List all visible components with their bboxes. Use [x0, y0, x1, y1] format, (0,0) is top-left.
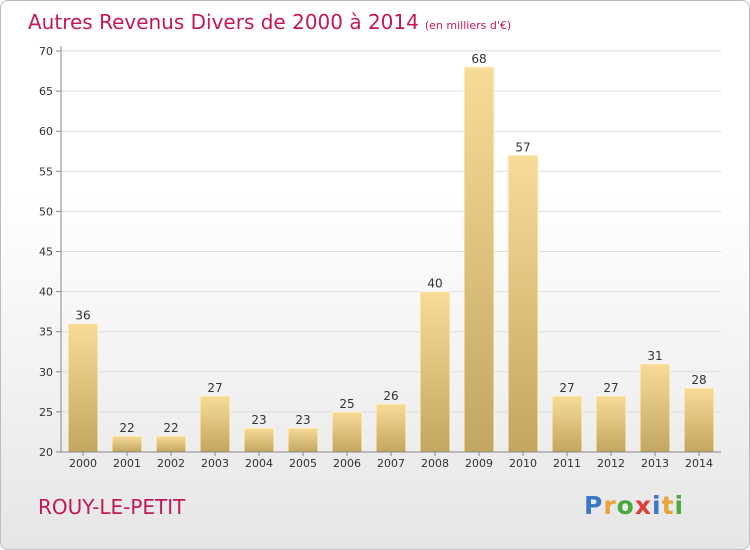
data-label: 23 [295, 413, 310, 427]
data-label: 31 [647, 349, 662, 363]
bar-2003 [199, 395, 231, 453]
y-tick-label: 30 [39, 366, 53, 379]
bar-2004 [243, 427, 275, 453]
x-tick-label: 2008 [421, 457, 449, 470]
data-label: 68 [471, 52, 486, 66]
data-label: 27 [603, 381, 618, 395]
bar-2014 [683, 387, 715, 453]
x-tick-label: 2005 [289, 457, 317, 470]
logo-letter: i [674, 491, 685, 520]
x-tick-label: 2010 [509, 457, 537, 470]
data-label: 25 [339, 397, 354, 411]
y-tick-label: 45 [39, 246, 53, 259]
data-label: 40 [427, 277, 442, 291]
y-tick-label: 70 [39, 45, 53, 58]
bar-2010 [507, 154, 539, 453]
title-unit: (en milliers d'€) [424, 19, 512, 32]
x-tick-label: 2013 [641, 457, 669, 470]
bar-2009 [463, 66, 495, 453]
data-label: 22 [119, 421, 134, 435]
y-tick-label: 40 [39, 286, 53, 299]
data-label: 57 [515, 140, 530, 154]
data-label: 36 [75, 309, 90, 323]
data-label: 28 [691, 373, 706, 387]
data-label: 27 [559, 381, 574, 395]
x-tick-label: 2004 [245, 457, 273, 470]
x-tick-label: 2007 [377, 457, 405, 470]
title-text: Autres Revenus Divers de 2000 à 2014 [28, 10, 419, 34]
logo-letter: i [652, 491, 662, 520]
bar-2001 [111, 435, 143, 453]
x-tick-label: 2000 [69, 457, 97, 470]
x-tick-label: 2002 [157, 457, 185, 470]
x-tick-label: 2003 [201, 457, 229, 470]
logo-letter: x [634, 491, 652, 520]
bars: 36 22 22 27 23 23 25 26 40 68 57 27 27 31 28 [67, 52, 715, 453]
axes: 20 25 30 35 40 45 50 55 60 65 70 2000 2001 2002 2003 20… [39, 45, 721, 470]
x-tick-label: 2012 [597, 457, 625, 470]
y-tick-label: 55 [39, 165, 53, 178]
x-tick-label: 2011 [553, 457, 581, 470]
y-tick-label: 60 [39, 125, 53, 138]
chart-title: Autres Revenus Divers de 2000 à 2014 (en … [28, 10, 511, 34]
bar-2012 [595, 395, 627, 453]
data-label: 26 [383, 389, 398, 403]
y-tick-label: 50 [39, 205, 53, 218]
bar-2006 [331, 411, 363, 453]
proxiti-logo[interactable]: Proxiti [584, 491, 684, 520]
y-tick-label: 25 [39, 406, 53, 419]
logo-letter: P [584, 491, 604, 520]
bar-2013 [639, 363, 671, 453]
town-name: ROUY-LE-PETIT [38, 495, 186, 519]
bar-2002 [155, 435, 187, 453]
bar-2007 [375, 403, 407, 453]
x-tick-label: 2001 [113, 457, 141, 470]
logo-letter: r [603, 491, 617, 520]
x-tick-label: 2009 [465, 457, 493, 470]
bar-2008 [419, 291, 451, 453]
data-label: 22 [163, 421, 178, 435]
data-label: 23 [251, 413, 266, 427]
logo-letter: t [661, 491, 675, 520]
x-tick-label: 2014 [685, 457, 713, 470]
y-tick-label: 35 [39, 326, 53, 339]
bar-2005 [287, 427, 319, 453]
data-label: 27 [207, 381, 222, 395]
bar-2011 [551, 395, 583, 453]
y-tick-label: 65 [39, 85, 53, 98]
x-tick-label: 2006 [333, 457, 361, 470]
bar-2000 [67, 323, 99, 453]
logo-letter: o [616, 491, 635, 520]
y-tick-label: 20 [39, 446, 53, 459]
